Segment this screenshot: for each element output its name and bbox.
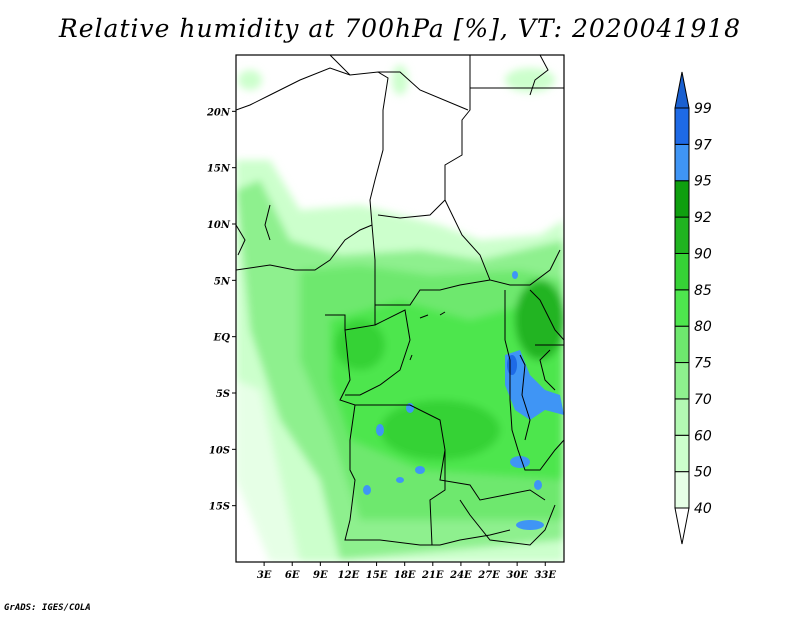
colorbar-band xyxy=(674,434,690,473)
colorbar-label: 70 xyxy=(694,392,712,408)
lon-tick-label: 6E xyxy=(285,570,300,581)
colorbar-label: 60 xyxy=(694,428,712,444)
colorbar-label: 97 xyxy=(694,137,712,153)
colorbar-band xyxy=(674,289,690,327)
colorbar-band xyxy=(674,398,690,436)
colorbar-band xyxy=(674,180,690,218)
lon-tick-label: 27E xyxy=(477,570,500,581)
map-frame xyxy=(235,54,565,563)
colorbar-band xyxy=(674,216,690,254)
colorbar-lower-arrow xyxy=(674,507,690,545)
lat-tick-label: 10N xyxy=(207,220,231,231)
colorbar-band xyxy=(674,362,690,400)
colorbar-label: 85 xyxy=(694,283,712,299)
lat-tick-label: EQ xyxy=(213,333,231,344)
colorbar-label: 50 xyxy=(694,465,712,481)
country-borders xyxy=(236,55,564,546)
lon-tick-label: 15E xyxy=(366,570,388,581)
humidity-field xyxy=(236,55,564,562)
lat-tick-label: 20N xyxy=(206,107,231,118)
lat-tick-label: 5N xyxy=(214,276,231,287)
colorbar: 40 50 60 70 75 80 85 90 92 95 97 99 xyxy=(674,71,712,545)
longitude-axis: 3E 6E 9E 12E 15E 18E 21E 24E 27E 30E 33E xyxy=(257,562,556,581)
colorbar-label: 90 xyxy=(694,246,712,262)
lon-tick-label: 21E xyxy=(421,570,444,581)
colorbar-label: 95 xyxy=(694,174,712,190)
colorbar-label: 80 xyxy=(694,319,712,335)
lon-tick-label: 9E xyxy=(313,570,328,581)
colorbar-label: 40 xyxy=(694,501,712,517)
lat-tick-label: 5S xyxy=(216,389,230,400)
lon-tick-label: 30E xyxy=(506,570,528,581)
colorbar-upper-arrow xyxy=(674,71,690,109)
lon-tick-label: 3E xyxy=(257,570,272,581)
lat-tick-label: 15N xyxy=(207,164,231,175)
colorbar-band xyxy=(674,252,690,291)
colorbar-band xyxy=(674,107,690,145)
colorbar-band xyxy=(674,325,690,364)
lon-tick-label: 18E xyxy=(394,570,416,581)
lon-tick-label: 24E xyxy=(449,570,472,581)
lat-tick-label: 15S xyxy=(209,502,230,513)
colorbar-label: 92 xyxy=(694,210,712,226)
plot-title: Relative humidity at 700hPa [%], VT: 202… xyxy=(58,14,742,43)
colorbar-label: 99 xyxy=(694,101,712,117)
lon-tick-label: 12E xyxy=(338,570,360,581)
colorbar-label: 75 xyxy=(694,356,712,372)
lat-tick-label: 10S xyxy=(209,445,230,456)
grads-credit: GrADS: IGES/COLA xyxy=(4,603,91,613)
lon-tick-label: 33E xyxy=(534,570,556,581)
colorbar-band xyxy=(674,143,690,182)
colorbar-band xyxy=(674,471,690,509)
latitude-axis: 20N 15N 10N 5N EQ 5S 10S 15S xyxy=(206,107,236,513)
